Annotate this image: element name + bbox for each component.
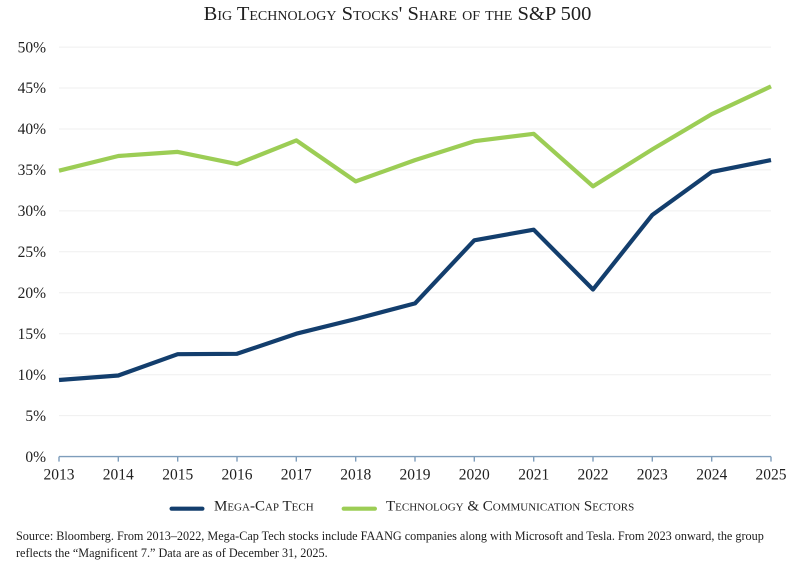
svg-text:2018: 2018 (340, 467, 371, 484)
svg-text:2024: 2024 (696, 467, 727, 484)
svg-text:50%: 50% (18, 39, 47, 56)
svg-text:0%: 0% (25, 449, 46, 466)
svg-text:2016: 2016 (222, 467, 253, 484)
svg-text:30%: 30% (18, 203, 47, 220)
svg-text:2013: 2013 (44, 467, 75, 484)
svg-text:2015: 2015 (162, 467, 193, 484)
svg-text:10%: 10% (18, 367, 47, 384)
svg-text:2014: 2014 (103, 467, 134, 484)
svg-text:20%: 20% (18, 285, 47, 302)
svg-text:2019: 2019 (400, 467, 431, 484)
svg-text:2021: 2021 (518, 467, 549, 484)
svg-text:15%: 15% (18, 326, 47, 343)
svg-text:35%: 35% (18, 162, 47, 179)
svg-text:Technology & Communication Sec: Technology & Communication Sectors (386, 498, 634, 514)
svg-text:45%: 45% (18, 80, 47, 97)
svg-text:40%: 40% (18, 121, 47, 138)
svg-text:25%: 25% (18, 244, 47, 261)
svg-text:2022: 2022 (578, 467, 609, 484)
svg-text:5%: 5% (25, 408, 46, 425)
svg-text:2017: 2017 (281, 467, 312, 484)
svg-text:2023: 2023 (637, 467, 668, 484)
svg-text:Mega-Cap Tech: Mega-Cap Tech (214, 498, 314, 514)
svg-text:2020: 2020 (459, 467, 490, 484)
svg-text:2025: 2025 (756, 467, 787, 484)
